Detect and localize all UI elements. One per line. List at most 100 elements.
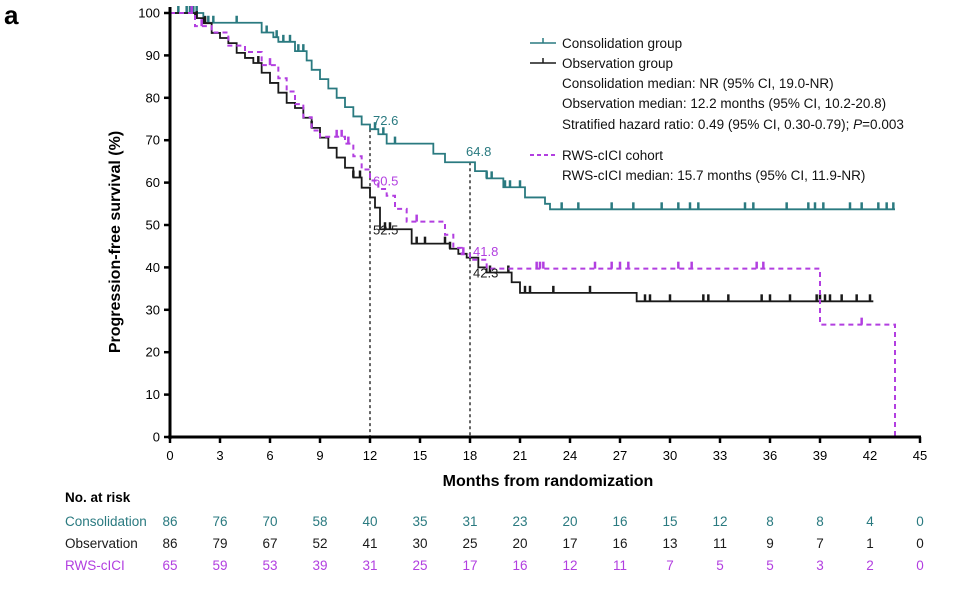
risk-value-consolidation: 15 bbox=[662, 514, 677, 529]
legend-item-observation: Observation group bbox=[530, 56, 673, 71]
x-tick-label: 9 bbox=[316, 448, 323, 463]
legend-item-consolidation: Consolidation group bbox=[530, 36, 682, 51]
risk-value-observation: 52 bbox=[312, 536, 327, 551]
x-tick-label: 36 bbox=[763, 448, 777, 463]
risk-value-rws: 5 bbox=[716, 558, 724, 573]
legend-note-observation-median: Observation median: 12.2 months (95% CI,… bbox=[562, 96, 886, 111]
x-tick-label: 15 bbox=[413, 448, 427, 463]
plot-area: 72.6 64.8 60.5 52.5 41.8 42.3 bbox=[170, 6, 896, 437]
km-curve-observation bbox=[170, 12, 874, 303]
risk-row-label-observation: Observation bbox=[65, 536, 138, 551]
legend-label-rws: RWS-cICI cohort bbox=[562, 148, 663, 163]
risk-value-observation: 86 bbox=[162, 536, 177, 551]
risk-table-rows: Consolidation 86 76 70 58 40 35 31 23 20 16 15 12 8 8 4… bbox=[65, 514, 924, 573]
risk-value-consolidation: 70 bbox=[262, 514, 277, 529]
legend-note-rws-median: RWS-cICI median: 15.7 months (95% CI, 11… bbox=[562, 168, 865, 183]
annotation-consolidation: 64.8 bbox=[466, 144, 491, 159]
risk-value-consolidation: 58 bbox=[312, 514, 327, 529]
risk-value-observation: 17 bbox=[562, 536, 577, 551]
p-value: =0.003 bbox=[862, 117, 904, 132]
risk-value-rws: 5 bbox=[766, 558, 774, 573]
risk-value-rws: 11 bbox=[613, 558, 627, 573]
y-tick-label: 50 bbox=[146, 218, 160, 233]
risk-value-rws: 16 bbox=[512, 558, 527, 573]
risk-value-rws: 17 bbox=[462, 558, 477, 573]
annotation-rws: 60.5 bbox=[373, 173, 398, 188]
x-tick-label: 45 bbox=[913, 448, 927, 463]
y-tick-label: 60 bbox=[146, 175, 160, 190]
p-label: P bbox=[853, 117, 862, 132]
risk-value-rws: 12 bbox=[562, 558, 577, 573]
annotation-rws: 41.8 bbox=[473, 244, 498, 259]
risk-value-observation: 25 bbox=[462, 536, 477, 551]
annotation-observation: 42.3 bbox=[473, 266, 498, 281]
y-tick-label: 10 bbox=[146, 387, 160, 402]
annotation-consolidation: 72.6 bbox=[373, 113, 398, 128]
y-tick-label: 40 bbox=[146, 260, 160, 275]
reference-lines bbox=[369, 129, 471, 437]
risk-value-observation: 9 bbox=[766, 536, 774, 551]
legend-note-consolidation-median: Consolidation median: NR (95% CI, 19.0-N… bbox=[562, 76, 834, 91]
y-tick-label: 0 bbox=[153, 430, 160, 445]
risk-value-consolidation: 0 bbox=[916, 514, 924, 529]
risk-row-label-consolidation: Consolidation bbox=[65, 514, 147, 529]
x-tick-label: 39 bbox=[813, 448, 827, 463]
risk-value-observation: 11 bbox=[713, 536, 727, 551]
risk-value-consolidation: 23 bbox=[512, 514, 527, 529]
risk-value-observation: 13 bbox=[662, 536, 677, 551]
risk-value-rws: 59 bbox=[212, 558, 227, 573]
y-tick-label: 30 bbox=[146, 302, 160, 317]
risk-table: No. at risk Consolidation 86 76 70 58 40 35 31 2… bbox=[65, 490, 924, 573]
y-tick-label: 90 bbox=[146, 48, 160, 63]
y-tick-label: 100 bbox=[138, 6, 160, 21]
risk-value-observation: 20 bbox=[512, 536, 527, 551]
risk-value-rws: 7 bbox=[666, 558, 674, 573]
y-tick-label: 20 bbox=[146, 345, 160, 360]
x-axis-title: Months from randomization bbox=[443, 473, 654, 490]
panel-label: a bbox=[4, 0, 19, 30]
risk-value-consolidation: 8 bbox=[766, 514, 774, 529]
risk-value-observation: 30 bbox=[412, 536, 427, 551]
x-tick-label: 6 bbox=[266, 448, 273, 463]
risk-value-consolidation: 40 bbox=[362, 514, 377, 529]
risk-value-observation: 1 bbox=[866, 536, 874, 551]
x-tick-label: 3 bbox=[216, 448, 223, 463]
x-tick-label: 30 bbox=[663, 448, 677, 463]
risk-value-rws: 39 bbox=[312, 558, 327, 573]
legend: Consolidation group Observation group Co… bbox=[530, 36, 904, 183]
x-axis: 0 3 6 9 12 15 18 21 24 27 30 33 36 39 42 45 bbox=[166, 435, 927, 463]
risk-value-rws: 0 bbox=[916, 558, 924, 573]
risk-value-rws: 53 bbox=[262, 558, 277, 573]
survival-curves bbox=[170, 6, 896, 437]
risk-value-consolidation: 20 bbox=[562, 514, 577, 529]
risk-value-consolidation: 16 bbox=[612, 514, 627, 529]
risk-value-consolidation: 4 bbox=[866, 514, 874, 529]
risk-value-rws: 31 bbox=[362, 558, 377, 573]
legend-note-hazard-ratio: Stratified hazard ratio: 0.49 (95% CI, 0… bbox=[562, 117, 904, 132]
risk-value-observation: 0 bbox=[916, 536, 924, 551]
annotation-observation: 52.5 bbox=[373, 222, 398, 237]
risk-table-title: No. at risk bbox=[65, 490, 131, 505]
x-tick-label: 18 bbox=[463, 448, 477, 463]
x-tick-label: 12 bbox=[363, 448, 377, 463]
risk-value-observation: 16 bbox=[612, 536, 627, 551]
y-tick-label: 80 bbox=[146, 90, 160, 105]
x-tick-label: 42 bbox=[863, 448, 877, 463]
y-axis-title: Progression-free survival (%) bbox=[107, 131, 124, 353]
risk-value-consolidation: 12 bbox=[712, 514, 727, 529]
y-tick-label: 70 bbox=[146, 133, 160, 148]
legend-item-rws: RWS-cICI cohort bbox=[530, 148, 663, 163]
x-tick-label: 21 bbox=[513, 448, 527, 463]
risk-value-observation: 41 bbox=[362, 536, 377, 551]
risk-value-rws: 65 bbox=[162, 558, 177, 573]
risk-value-observation: 7 bbox=[816, 536, 824, 551]
hazard-ratio-text: Stratified hazard ratio: 0.49 (95% CI, 0… bbox=[562, 117, 853, 132]
x-tick-label: 33 bbox=[713, 448, 727, 463]
value-annotations: 72.6 64.8 60.5 52.5 41.8 42.3 bbox=[373, 113, 498, 280]
risk-value-observation: 79 bbox=[212, 536, 227, 551]
y-axis: 0 10 20 30 40 50 60 70 80 90 100 bbox=[138, 6, 172, 445]
risk-row-label-rws: RWS-cICI bbox=[65, 558, 125, 573]
legend-label-observation: Observation group bbox=[562, 56, 673, 71]
